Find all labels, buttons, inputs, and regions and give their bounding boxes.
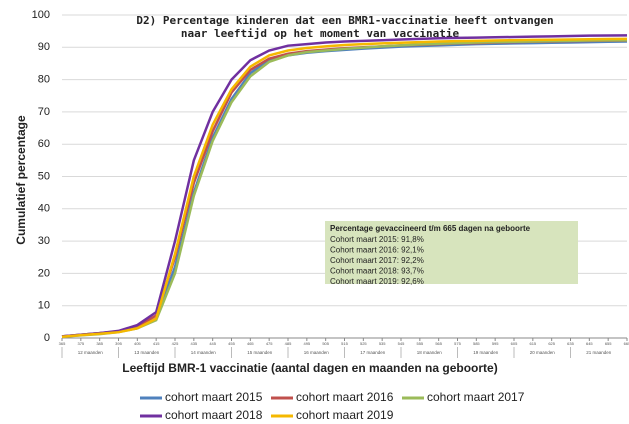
x-tick-label: 505 <box>322 341 329 346</box>
x-tick-label: 425 <box>172 341 179 346</box>
month-label: 16 maanden <box>304 350 330 355</box>
month-label: 15 maanden <box>247 350 273 355</box>
x-tick-label: 625 <box>548 341 555 346</box>
y-tick-label: 40 <box>38 203 50 215</box>
x-tick-label: 615 <box>529 341 536 346</box>
x-tick-label: 595 <box>492 341 499 346</box>
y-tick-label: 20 <box>38 267 50 279</box>
month-label: 20 maanden <box>530 350 556 355</box>
x-tick-label: 495 <box>303 341 310 346</box>
month-label: 18 maanden <box>417 350 443 355</box>
x-tick-label: 435 <box>190 341 197 346</box>
x-tick-label: 405 <box>134 341 141 346</box>
y-tick-label: 100 <box>32 9 50 21</box>
month-label: 17 maanden <box>360 350 386 355</box>
x-tick-label: 395 <box>115 341 122 346</box>
x-tick-label: 635 <box>567 341 574 346</box>
x-tick-label: 525 <box>360 341 367 346</box>
x-tick-label: 385 <box>96 341 103 346</box>
annotation-title: Percentage gevaccineerd t/m 665 dagen na… <box>330 224 531 233</box>
series-line <box>61 39 628 338</box>
x-tick-label: 655 <box>605 341 612 346</box>
y-tick-label: 90 <box>38 41 50 53</box>
annotation-line: Cohort maart 2018: 93,7% <box>330 267 424 276</box>
x-tick-label: 645 <box>586 341 593 346</box>
x-tick-label: 545 <box>398 341 405 346</box>
x-tick-label: 605 <box>511 341 518 346</box>
y-tick-label: 70 <box>38 106 50 118</box>
x-tick-label: 365 <box>59 341 66 346</box>
chart-subtitle: naar leeftijd op het moment van vaccinat… <box>181 27 460 40</box>
y-tick-label: 80 <box>38 74 50 86</box>
x-tick-label: 475 <box>266 341 273 346</box>
series-line <box>61 38 628 338</box>
y-tick-label: 60 <box>38 138 50 150</box>
x-tick-label: 555 <box>416 341 423 346</box>
x-tick-label: 575 <box>454 341 461 346</box>
chart-title: D2) Percentage kinderen dat een BMR1-vac… <box>136 14 553 27</box>
x-tick-label: 535 <box>379 341 386 346</box>
x-tick-label: 665 <box>624 341 629 346</box>
legend-label: cohort maart 2016 <box>296 390 394 404</box>
month-label: 14 maanden <box>191 350 217 355</box>
x-tick-label: 485 <box>285 341 292 346</box>
legend-label: cohort maart 2015 <box>165 390 263 404</box>
series-line <box>61 40 628 338</box>
x-tick-label: 585 <box>473 341 480 346</box>
y-tick-label: 10 <box>38 300 50 312</box>
x-axis-label: Leeftijd BMR-1 vaccinatie (aantal dagen … <box>122 361 497 375</box>
month-label: 21 maanden <box>586 350 612 355</box>
y-axis-label: Cumulatief percentage <box>14 115 28 245</box>
legend-label: cohort maart 2019 <box>296 408 394 422</box>
x-tick-label: 455 <box>228 341 235 346</box>
legend-label: cohort maart 2018 <box>165 408 263 422</box>
legend-label: cohort maart 2017 <box>427 390 525 404</box>
y-tick-label: 50 <box>38 170 50 182</box>
x-tick-label: 565 <box>435 341 442 346</box>
x-tick-label: 515 <box>341 341 348 346</box>
series-line <box>61 37 628 338</box>
x-tick-label: 375 <box>77 341 84 346</box>
annotation-line: Cohort maart 2017: 92,2% <box>330 256 424 265</box>
annotation-line: Cohort maart 2019: 92,6% <box>330 277 424 286</box>
series-line <box>61 34 628 338</box>
x-tick-label: 465 <box>247 341 254 346</box>
y-tick-label: 30 <box>38 235 50 247</box>
month-label: 19 maanden <box>473 350 499 355</box>
month-label: 13 maanden <box>134 350 160 355</box>
annotation-line: Cohort maart 2016: 92,1% <box>330 246 424 255</box>
x-tick-label: 415 <box>153 341 160 346</box>
annotation-line: Cohort maart 2015: 91,8% <box>330 235 424 244</box>
month-label: 12 maanden <box>78 350 104 355</box>
x-tick-label: 445 <box>209 341 216 346</box>
annotation-box <box>325 221 578 284</box>
y-tick-label: 0 <box>44 332 50 344</box>
